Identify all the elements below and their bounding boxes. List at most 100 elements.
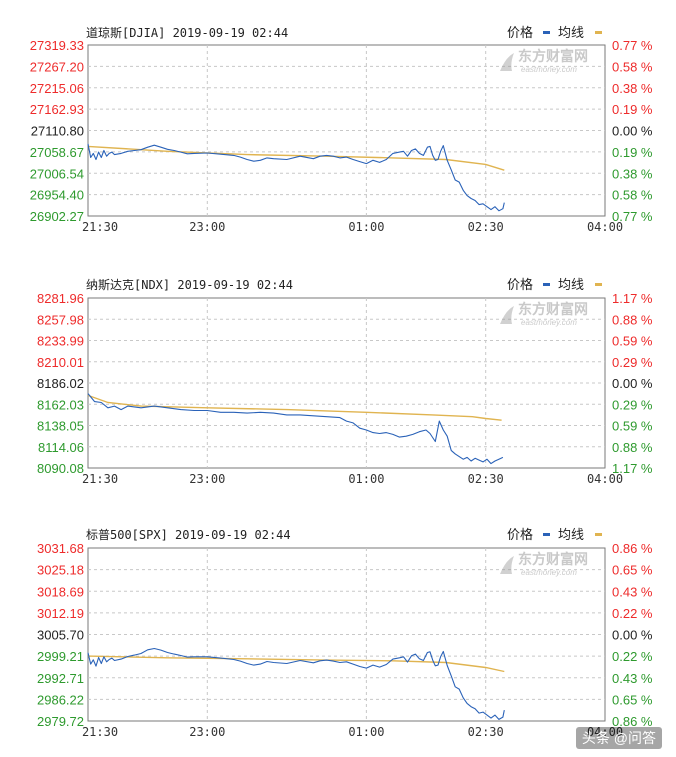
x-tick-label: 01:00 [348, 472, 384, 486]
y-tick-label: 27006.54 [30, 166, 84, 181]
y-tick-label: 27110.80 [31, 124, 84, 139]
x-tick-label: 23:00 [189, 220, 225, 234]
pct-tick-label: 0.77 % [612, 209, 653, 224]
legend: 价格 均线 [507, 25, 602, 40]
chart-title: 标普500[SPX] 2019-09-19 02:44 [86, 528, 291, 542]
y-tick-label: 8186.02 [37, 376, 84, 391]
pct-tick-label: 0.88 % [612, 440, 653, 455]
x-tick-label: 23:00 [189, 472, 225, 486]
brand-name: 东方财富网 [518, 301, 588, 317]
pct-tick-label: 0.19 % [612, 102, 653, 117]
y-tick-label: 27162.93 [30, 102, 84, 117]
y-tick-label: 8210.01 [37, 355, 84, 370]
brand-domain: eastmoney.com [521, 318, 577, 327]
x-tick-label: 02:30 [468, 220, 504, 234]
price-line [87, 393, 504, 465]
legend-price-swatch [543, 283, 550, 286]
pct-tick-label: 0.58 % [612, 188, 653, 203]
pct-tick-label: 0.22 % [612, 649, 653, 664]
legend-price-swatch [543, 31, 550, 34]
price-line [87, 647, 505, 720]
y-tick-label: 8233.99 [37, 334, 84, 349]
x-tick-label: 01:00 [348, 725, 384, 739]
pct-tick-label: 0.38 % [612, 166, 653, 181]
y-tick-label: 3031.68 [37, 541, 84, 556]
chart-1: 道琼斯[DJIA] 2019-09-19 02:44 价格 均线东方财富网eastm… [30, 25, 653, 234]
x-tick-label: 21:30 [82, 725, 118, 739]
x-tick-label: 02:30 [468, 725, 504, 739]
y-tick-label: 26902.27 [30, 209, 84, 224]
y-tick-label: 27215.06 [30, 81, 84, 96]
y-tick-label: 2999.21 [37, 649, 84, 664]
y-tick-label: 3005.70 [37, 628, 84, 643]
brand-logo-icon [500, 306, 514, 324]
price-line [87, 143, 505, 212]
y-tick-label: 8114.06 [38, 440, 84, 455]
pct-tick-label: 0.29 % [612, 355, 653, 370]
pct-tick-label: 0.86 % [612, 541, 653, 556]
avg-line [87, 655, 505, 673]
pct-tick-label: 0.00 % [612, 124, 653, 139]
pct-tick-label: 0.58 % [612, 59, 653, 74]
y-tick-label: 2979.72 [37, 714, 84, 729]
pct-tick-label: 0.22 % [612, 606, 653, 621]
brand-name: 东方财富网 [518, 551, 588, 567]
y-tick-label: 8281.96 [37, 291, 84, 306]
x-tick-label: 21:30 [82, 220, 118, 234]
pct-tick-label: 0.00 % [612, 376, 653, 391]
y-tick-label: 8257.98 [37, 312, 84, 327]
legend-avg-label: 均线 [558, 277, 584, 292]
y-tick-label: 8090.08 [37, 461, 84, 476]
y-tick-label: 3012.19 [37, 606, 84, 621]
brand-domain: eastmoney.com [521, 65, 577, 74]
legend-price-swatch [543, 533, 550, 536]
pct-tick-label: 0.65 % [612, 692, 653, 707]
chart-3: 标普500[SPX] 2019-09-19 02:44 价格 均线东方财富网east… [37, 527, 653, 739]
y-tick-label: 2992.71 [37, 671, 84, 686]
y-tick-label: 2986.22 [37, 692, 84, 707]
legend-avg-swatch [595, 31, 602, 34]
x-tick-label: 21:30 [82, 472, 118, 486]
x-tick-label: 04:00 [587, 220, 623, 234]
chart-2: 纳斯达克[NDX] 2019-09-19 02:44 价格 均线东方财富网eastm… [37, 277, 653, 486]
brand-logo-icon [500, 556, 514, 574]
y-tick-label: 8162.03 [37, 397, 84, 412]
legend-price-label: 价格 [507, 277, 533, 292]
pct-tick-label: 0.00 % [612, 628, 653, 643]
y-tick-label: 26954.40 [30, 188, 84, 203]
legend-avg-swatch [595, 283, 602, 286]
chart-title: 道琼斯[DJIA] 2019-09-19 02:44 [86, 25, 288, 40]
y-tick-label: 8138.05 [37, 419, 84, 434]
legend-avg-swatch [595, 533, 602, 536]
pct-tick-label: 0.77 % [612, 38, 653, 53]
legend-avg-label: 均线 [558, 527, 584, 542]
avg-line [87, 394, 502, 421]
legend-price-label: 价格 [507, 25, 533, 40]
y-tick-label: 27319.33 [30, 38, 84, 53]
legend: 价格 均线 [507, 527, 602, 542]
chart-title: 纳斯达克[NDX] 2019-09-19 02:44 [86, 278, 293, 292]
pct-tick-label: 0.86 % [612, 714, 653, 729]
pct-tick-label: 0.43 % [612, 584, 653, 599]
pct-tick-label: 0.38 % [612, 81, 653, 96]
brand-name: 东方财富网 [518, 48, 588, 64]
pct-tick-label: 0.59 % [612, 419, 653, 434]
x-tick-label: 04:00 [587, 472, 623, 486]
pct-tick-label: 0.19 % [612, 145, 653, 160]
pct-tick-label: 0.43 % [612, 671, 653, 686]
y-tick-label: 27058.67 [30, 145, 84, 160]
pct-tick-label: 1.17 % [612, 291, 653, 306]
x-tick-label: 04:00 [587, 725, 623, 739]
pct-tick-label: 1.17 % [612, 461, 653, 476]
avg-line [87, 145, 505, 171]
pct-tick-label: 0.65 % [612, 563, 653, 578]
pct-tick-label: 0.29 % [612, 397, 653, 412]
footer-watermark: 头条 @问答 [575, 727, 662, 749]
y-tick-label: 3018.69 [37, 584, 84, 599]
legend-price-label: 价格 [507, 527, 533, 542]
x-tick-label: 02:30 [468, 472, 504, 486]
